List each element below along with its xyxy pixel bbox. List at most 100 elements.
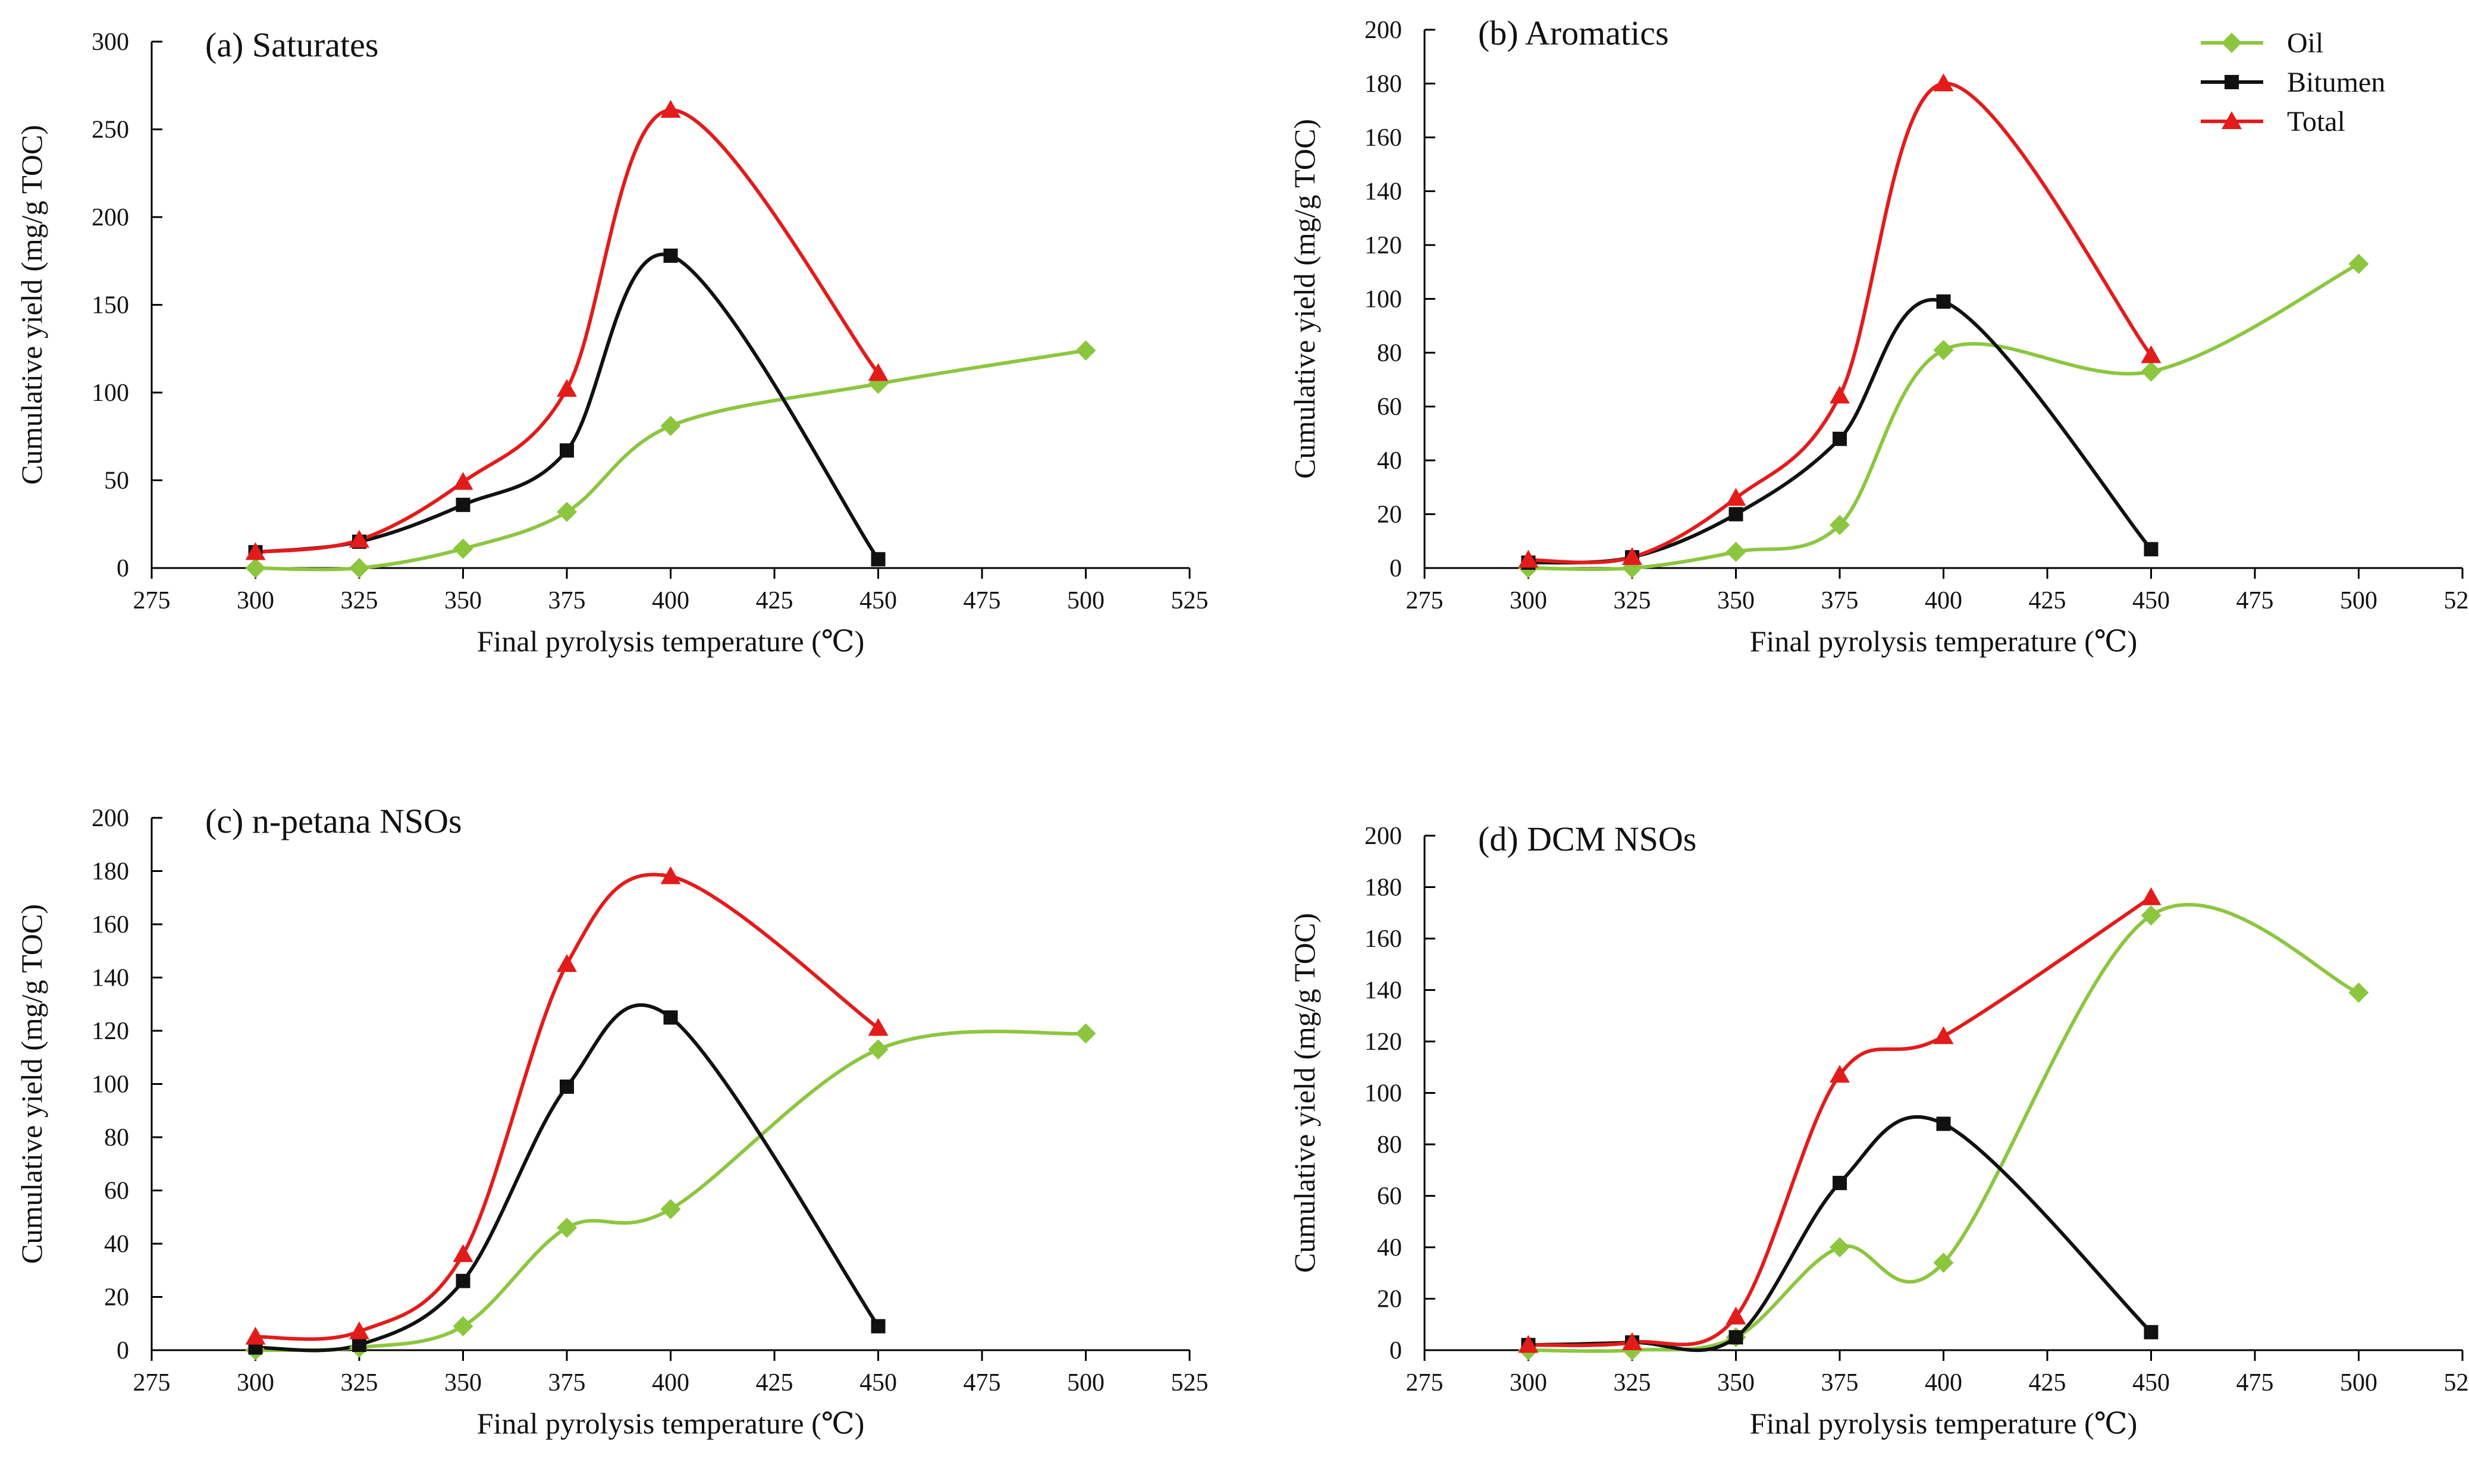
- y-tick-label: 60: [1377, 394, 1402, 421]
- y-tick-label: 80: [104, 1124, 129, 1152]
- y-tick-label: 140: [92, 965, 129, 992]
- y-tick-label: 50: [104, 468, 129, 495]
- total-data-point: [245, 1326, 266, 1345]
- y-tick-label: 0: [1389, 1337, 1402, 1364]
- panel-title: (b) Aromatics: [1478, 14, 1669, 52]
- total-data-point: [453, 1244, 473, 1262]
- x-tick-label: 275: [1406, 587, 1444, 614]
- total-series-line: [1526, 895, 2153, 1347]
- bitumen-data-point: [560, 443, 574, 458]
- legend-marker-bitumen: [2225, 75, 2239, 89]
- total-data-point: [660, 100, 681, 118]
- oil-data-point: [868, 1039, 889, 1060]
- bitumen-data-point: [2144, 542, 2159, 557]
- total-data-point: [2141, 345, 2161, 363]
- bitumen-data-point: [1833, 1175, 1847, 1190]
- x-tick-label: 325: [1614, 1369, 1651, 1397]
- x-axis-label: Final pyrolysis temperature (℃): [477, 625, 865, 658]
- x-tick-label: 375: [548, 587, 586, 614]
- y-tick-label: 0: [117, 1337, 129, 1364]
- y-tick-label: 20: [1377, 1286, 1402, 1313]
- oil-data-point: [1075, 340, 1096, 361]
- bitumen-data-point: [560, 1079, 574, 1094]
- total-data-point: [1933, 73, 1954, 92]
- x-tick-label: 525: [1171, 1369, 1209, 1397]
- panel-title: (a) Saturates: [205, 26, 378, 64]
- bitumen-data-point: [871, 552, 886, 567]
- y-tick-label: 200: [1364, 17, 1402, 44]
- y-tick-label: 100: [92, 1071, 129, 1099]
- x-tick-label: 475: [2236, 587, 2274, 614]
- oil-data-point: [1933, 340, 1954, 360]
- total-data-point: [349, 529, 369, 548]
- y-tick-label: 200: [92, 204, 129, 231]
- bitumen-data-point: [1936, 1116, 1951, 1131]
- x-tick-label: 425: [756, 1369, 793, 1397]
- y-axis-label: Cumulative yield (mg/g TOC): [15, 904, 48, 1264]
- x-tick-label: 425: [756, 587, 793, 614]
- x-tick-label: 325: [341, 587, 378, 614]
- legend-label-oil: Oil: [2287, 27, 2323, 59]
- x-tick-label: 300: [1510, 587, 1547, 614]
- oil-series-line: [1526, 902, 2361, 1353]
- y-tick-label: 250: [92, 117, 129, 144]
- y-tick-label: 140: [1364, 977, 1402, 1005]
- x-tick-label: 350: [1717, 1369, 1755, 1397]
- total-series-line: [253, 108, 880, 554]
- y-tick-label: 100: [1364, 286, 1402, 313]
- y-axis-label: Cumulative yield (mg/g TOC): [1288, 119, 1321, 479]
- y-tick-label: 300: [92, 29, 129, 56]
- bitumen-data-point: [456, 1273, 470, 1288]
- oil-series-line: [253, 1030, 1088, 1353]
- x-tick-label: 475: [964, 587, 1001, 614]
- y-tick-label: 120: [1364, 232, 1402, 259]
- oil-data-point: [2348, 982, 2369, 1003]
- panel-n-petana-nsos: 0 20 40 60 80 100 120 140 160 180 200 275 300 325 350 3…: [15, 802, 1209, 1440]
- bitumen-data-point: [1728, 1330, 1743, 1345]
- legend-marker-oil: [2222, 33, 2242, 53]
- oil-data-point: [557, 1218, 577, 1238]
- total-data-point: [1518, 550, 1539, 568]
- x-tick-label: 525: [2444, 1369, 2469, 1397]
- x-tick-label: 275: [1406, 1369, 1444, 1397]
- oil-data-point: [2348, 253, 2369, 274]
- bitumen-data-point: [1936, 294, 1951, 309]
- y-tick-label: 60: [1377, 1183, 1402, 1210]
- y-tick-label: 120: [92, 1018, 129, 1045]
- total-data-point: [453, 472, 473, 490]
- x-tick-label: 425: [2029, 1369, 2066, 1397]
- x-axis-label: Final pyrolysis temperature (℃): [1750, 625, 2138, 658]
- panel-title: (d) DCM NSOs: [1478, 820, 1696, 858]
- bitumen-data-point: [663, 1010, 678, 1025]
- y-tick-label: 60: [104, 1178, 129, 1205]
- y-tick-label: 0: [1389, 555, 1402, 582]
- total-data-point: [2141, 887, 2161, 905]
- total-data-point: [1726, 1306, 1746, 1325]
- panel-dcm-nsos: 0 20 40 60 80 100 120 140 160 180 200 275 300 325 350 3…: [1288, 820, 2469, 1440]
- y-tick-label: 20: [104, 1284, 129, 1312]
- legend: Oil Bitumen Total: [2201, 27, 2385, 137]
- oil-data-point: [453, 1316, 473, 1336]
- bitumen-data-point: [1728, 507, 1743, 522]
- y-tick-label: 200: [1364, 823, 1402, 850]
- oil-data-point: [1726, 541, 1746, 562]
- bitumen-data-point: [1833, 431, 1847, 446]
- y-tick-label: 160: [92, 911, 129, 939]
- y-tick-label: 40: [1377, 1234, 1402, 1262]
- x-tick-label: 525: [2444, 587, 2469, 614]
- total-data-point: [557, 954, 577, 972]
- oil-series-line: [1526, 262, 2361, 572]
- x-tick-label: 275: [133, 1369, 171, 1397]
- x-tick-label: 500: [1067, 1369, 1105, 1397]
- total-data-point: [1622, 1332, 1642, 1351]
- bitumen-data-point: [2144, 1325, 2159, 1339]
- total-data-point: [245, 542, 266, 560]
- x-tick-label: 500: [2340, 587, 2377, 614]
- y-tick-label: 160: [1364, 925, 1402, 953]
- y-tick-label: 180: [1364, 71, 1402, 98]
- oil-data-point: [1075, 1023, 1096, 1044]
- total-series-line: [253, 873, 880, 1341]
- x-tick-label: 475: [964, 1369, 1001, 1397]
- x-tick-label: 300: [1510, 1369, 1547, 1397]
- x-tick-label: 450: [859, 587, 897, 614]
